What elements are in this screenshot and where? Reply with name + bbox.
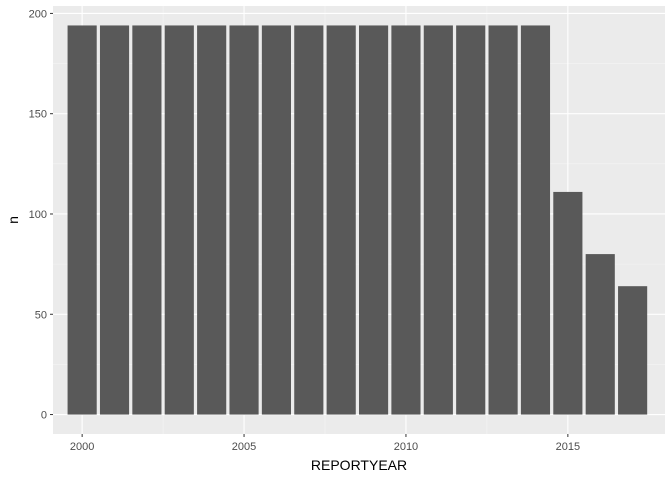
x-tick-label: 2005 [232, 441, 256, 453]
bar [229, 25, 259, 415]
y-tick-label: 200 [29, 8, 47, 20]
x-axis: 2000 2005 2010 2015 [70, 434, 580, 453]
bar [99, 25, 130, 415]
bar [456, 25, 486, 415]
y-tick-label: 100 [29, 209, 47, 221]
bar [423, 25, 453, 415]
x-tick-label: 2010 [394, 441, 418, 453]
bar [488, 25, 518, 415]
bar [197, 25, 227, 415]
x-tick-label: 2015 [556, 441, 580, 453]
bar [359, 25, 389, 415]
y-axis: 0 50 100 150 200 [29, 8, 53, 422]
bar [132, 25, 162, 415]
bar [553, 191, 583, 415]
y-axis-title: n [5, 216, 21, 224]
bar [585, 254, 615, 415]
x-tick-label: 2000 [70, 441, 94, 453]
bar [261, 25, 291, 415]
x-axis-title: REPORTYEAR [311, 457, 407, 473]
bars [67, 25, 648, 415]
bar [520, 25, 551, 415]
bar [294, 25, 324, 415]
bar [326, 25, 356, 415]
y-tick-label: 150 [29, 109, 47, 121]
y-tick-label: 0 [41, 410, 47, 422]
y-tick-label: 50 [35, 309, 47, 321]
bar [67, 25, 97, 415]
bar [391, 25, 421, 415]
bar [164, 25, 194, 415]
bar [618, 286, 648, 415]
